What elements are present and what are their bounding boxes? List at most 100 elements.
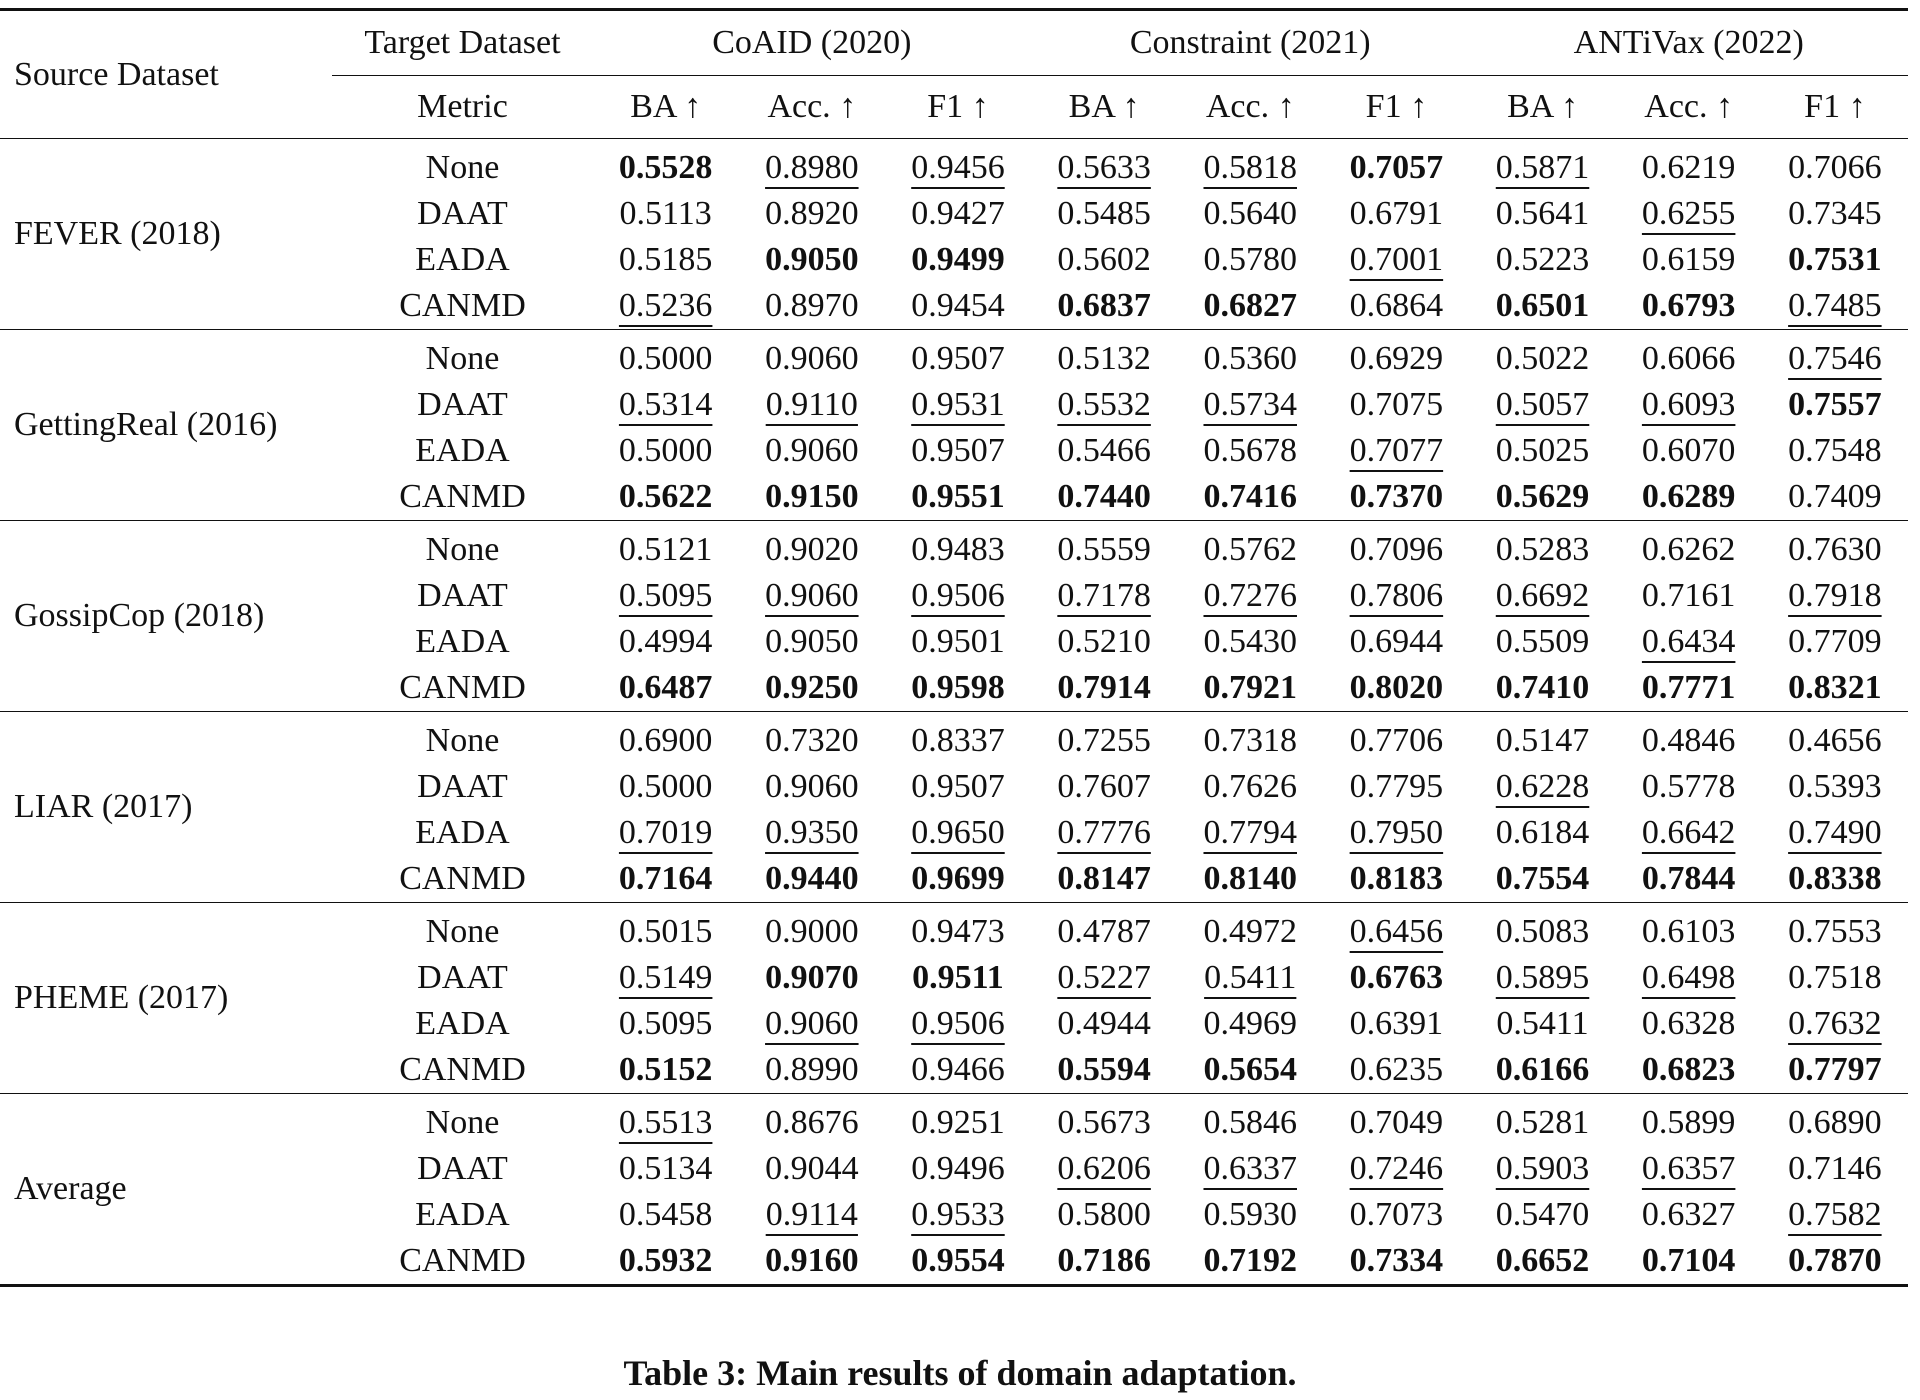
- value-text: 0.6228: [1495, 768, 1590, 805]
- value-cell: 0.5360: [1177, 330, 1323, 383]
- value-text: 0.5800: [1057, 1196, 1151, 1233]
- value-text: 0.7806: [1349, 577, 1444, 614]
- value-text: 0.7164: [618, 860, 713, 897]
- value-cell: 0.5762: [1177, 521, 1323, 574]
- value-text: 0.5210: [1057, 623, 1151, 660]
- value-text: 0.6159: [1641, 241, 1736, 278]
- value-cell: 0.5654: [1177, 1047, 1323, 1094]
- value-text: 0.5283: [1495, 531, 1590, 568]
- value-cell: 0.9473: [885, 903, 1031, 956]
- value-text: 0.7918: [1788, 577, 1882, 614]
- value-text: 0.5149: [618, 959, 713, 996]
- value-text: 0.6166: [1495, 1051, 1590, 1088]
- value-text: 0.5602: [1057, 241, 1151, 278]
- value-cell: 0.9060: [739, 764, 885, 810]
- value-text: 0.5762: [1203, 531, 1297, 568]
- source-dataset-label: PHEME (2017): [14, 979, 229, 1016]
- value-cell: 0.9499: [885, 237, 1031, 283]
- table-row: CANMD 0.6487 0.9250 0.9598 0.7914 0.7921 0.802…: [0, 665, 1908, 712]
- value-text: 0.9440: [765, 860, 859, 897]
- value-cell: 0.9060: [739, 1001, 885, 1047]
- value-cell: 0.5223: [1469, 237, 1615, 283]
- table-row: PHEME (2017) None 0.5015 0.9000 0.9473 0.4787…: [0, 903, 1908, 1016]
- value-cell: 0.7548: [1762, 428, 1908, 474]
- value-text: 0.6434: [1641, 623, 1736, 660]
- method-label: CANMD: [399, 287, 526, 324]
- value-text: 0.9507: [911, 768, 1005, 805]
- value-text: 0.6337: [1203, 1150, 1297, 1187]
- value-text: 0.9554: [911, 1242, 1005, 1279]
- value-cell: 0.9501: [885, 619, 1031, 665]
- value-cell: 0.7630: [1762, 521, 1908, 574]
- value-text: 0.7485: [1788, 287, 1882, 324]
- value-text: 0.7548: [1788, 432, 1882, 469]
- value-text: 0.6827: [1203, 287, 1297, 324]
- value-text: 0.5528: [618, 149, 713, 186]
- value-cell: 0.5673: [1031, 1094, 1177, 1147]
- table-row: FEVER (2018) None 0.5528 0.8980 0.9456 0.5633…: [0, 139, 1908, 252]
- value-text: 0.5083: [1495, 913, 1590, 950]
- value-cell: 0.9507: [885, 764, 1031, 810]
- value-cell: 0.7320: [739, 712, 885, 765]
- value-text: 0.8338: [1788, 860, 1882, 897]
- value-cell: 0.5113: [593, 191, 739, 237]
- value-text: 0.7632: [1788, 1005, 1882, 1042]
- value-cell: 0.6456: [1323, 903, 1469, 956]
- value-cell: 0.7409: [1762, 474, 1908, 521]
- value-cell: 0.7276: [1177, 573, 1323, 619]
- value-text: 0.6206: [1057, 1150, 1151, 1187]
- value-text: 0.7440: [1057, 478, 1151, 515]
- dataset-header-coaid: CoAID (2020): [592, 9, 1032, 76]
- value-cell: 0.7582: [1762, 1192, 1908, 1238]
- value-text: 0.5673: [1057, 1104, 1151, 1141]
- value-text: 0.7192: [1203, 1242, 1297, 1279]
- value-cell: 0.5640: [1177, 191, 1323, 237]
- table-row: DAAT 0.5134 0.9044 0.9496 0.6206 0.6337 0.7246…: [0, 1146, 1908, 1192]
- value-cell: 0.6763: [1323, 955, 1469, 1001]
- value-cell: 0.5095: [593, 1001, 739, 1047]
- value-cell: 0.9507: [885, 428, 1031, 474]
- value-cell: 0.7246: [1323, 1146, 1469, 1192]
- value-cell: 0.7345: [1762, 191, 1908, 237]
- table-row: LIAR (2017) None 0.6900 0.7320 0.8337 0.7255 0…: [0, 712, 1908, 825]
- value-cell: 0.9456: [885, 139, 1031, 192]
- value-text: 0.9427: [911, 195, 1005, 232]
- method-label: None: [425, 1104, 500, 1141]
- value-cell: 0.5015: [593, 903, 739, 956]
- value-text: 0.7771: [1641, 669, 1736, 706]
- value-text: 0.5025: [1495, 432, 1590, 469]
- value-cell: 0.8338: [1762, 856, 1908, 903]
- value-text: 0.7795: [1349, 768, 1444, 805]
- table-row: CANMD 0.5622 0.9150 0.9551 0.7440 0.7416 0.737…: [0, 474, 1908, 521]
- value-cell: 0.5314: [593, 382, 739, 428]
- value-text: 0.9598: [911, 669, 1005, 706]
- value-cell: 0.9000: [739, 903, 885, 956]
- value-text: 0.7844: [1641, 860, 1736, 897]
- value-text: 0.7334: [1349, 1242, 1444, 1279]
- value-text: 0.7709: [1788, 623, 1882, 660]
- value-text: 0.5780: [1203, 241, 1297, 278]
- value-cell: 0.6652: [1469, 1238, 1615, 1286]
- value-cell: 0.5734: [1177, 382, 1323, 428]
- value-cell: 0.5057: [1469, 382, 1615, 428]
- value-text: 0.6093: [1641, 386, 1736, 423]
- value-text: 0.6763: [1349, 959, 1444, 996]
- method-label: None: [425, 913, 500, 950]
- value-cell: 0.6093: [1616, 382, 1762, 428]
- table-row: EADA 0.5000 0.9060 0.9507 0.5466 0.5678 0.7077…: [0, 428, 1908, 474]
- value-text: 0.7797: [1788, 1051, 1882, 1088]
- value-cell: 0.9506: [885, 573, 1031, 619]
- value-cell: 0.5594: [1031, 1047, 1177, 1094]
- value-cell: 0.8990: [739, 1047, 885, 1094]
- value-text: 0.7255: [1057, 722, 1151, 759]
- value-text: 0.7531: [1788, 241, 1882, 278]
- value-cell: 0.5022: [1469, 330, 1615, 383]
- value-cell: 0.5509: [1469, 619, 1615, 665]
- table-row: EADA 0.4994 0.9050 0.9501 0.5210 0.5430 0.6944…: [0, 619, 1908, 665]
- value-cell: 0.5846: [1177, 1094, 1323, 1147]
- value-cell: 0.5227: [1031, 955, 1177, 1001]
- value-text: 0.8020: [1349, 669, 1444, 706]
- value-text: 0.9533: [911, 1196, 1005, 1233]
- method-label: DAAT: [417, 768, 508, 805]
